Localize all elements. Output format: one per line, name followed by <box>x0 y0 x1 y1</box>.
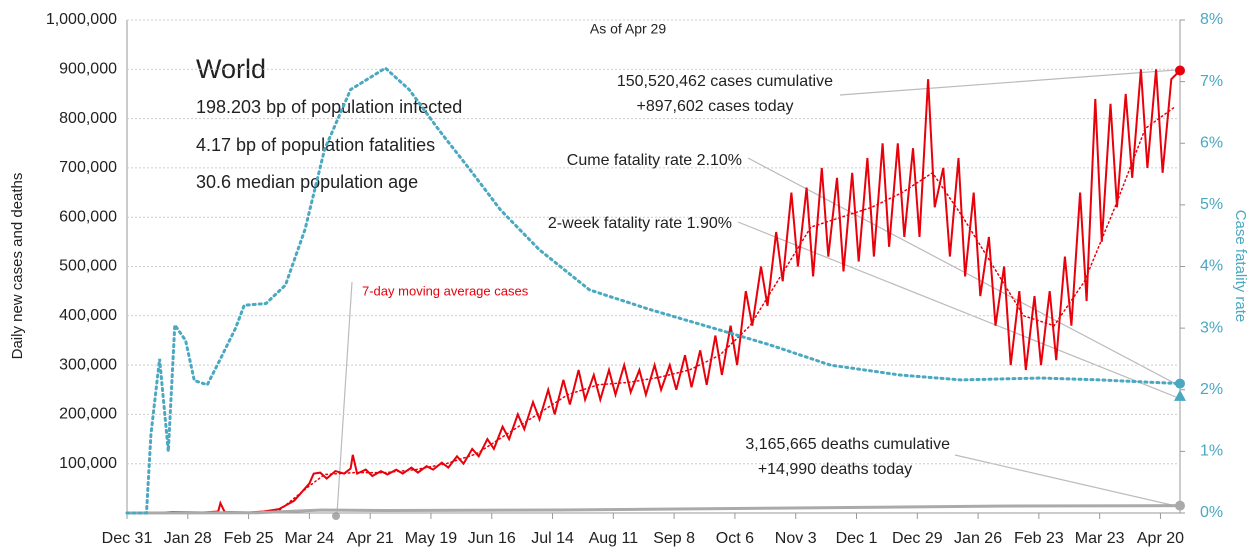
annotation: 2-week fatality rate 1.90% <box>548 215 732 232</box>
x-tick-label: Jan 26 <box>954 530 1002 547</box>
series-line <box>125 66 1182 515</box>
leader-line <box>336 281 353 515</box>
annotation: 150,520,462 cases cumulative <box>617 73 833 90</box>
x-tick-label: Feb 25 <box>224 530 274 547</box>
leader-line <box>737 221 1177 398</box>
y2-tick-label: 2% <box>1200 381 1223 398</box>
x-tick-label: Dec 1 <box>836 530 878 547</box>
annotation: 7-day moving average cases <box>362 283 529 298</box>
subtitle: As of Apr 29 <box>590 21 666 37</box>
series-line <box>125 504 1182 515</box>
x-tick-label: Mar 24 <box>284 530 334 547</box>
y-tick-label: 600,000 <box>59 208 117 225</box>
annotation: 3,165,665 deaths cumulative <box>745 436 950 453</box>
annotation: +897,602 cases today <box>636 98 793 115</box>
y-axis-label: Daily new cases and deaths <box>9 173 26 360</box>
y-tick-label: 100,000 <box>59 455 117 472</box>
stat: 4.17 bp of population fatalities <box>196 135 435 155</box>
y2-tick-label: 1% <box>1200 443 1223 460</box>
x-tick-label: Apr 20 <box>1137 530 1184 547</box>
x-tick-label: Jun 16 <box>468 530 516 547</box>
leader-line <box>839 69 1177 96</box>
y2-tick-label: 4% <box>1200 258 1223 275</box>
end-marker <box>1175 378 1185 389</box>
x-tick-label: Jan 28 <box>164 530 212 547</box>
y-tick-label: 300,000 <box>59 356 117 373</box>
y-tick-label: 200,000 <box>59 406 117 423</box>
series-line <box>126 105 1177 514</box>
x-tick-label: Dec 31 <box>102 530 153 547</box>
stat: 198.203 bp of population infected <box>196 97 462 117</box>
x-tick-label: Aug 11 <box>589 530 639 547</box>
y-tick-label: 700,000 <box>59 159 117 176</box>
x-tick-label: Oct 6 <box>716 530 754 547</box>
annotation: +14,990 deaths today <box>758 461 912 478</box>
y-tick-label: 800,000 <box>59 110 117 127</box>
end-marker <box>1175 65 1185 76</box>
fatality-rate-marker <box>1174 389 1186 401</box>
x-tick-label: Dec 29 <box>892 530 943 547</box>
x-tick-label: Jul 14 <box>531 530 574 547</box>
x-tick-label: Mar 23 <box>1075 530 1125 547</box>
x-tick-label: Apr 21 <box>347 530 394 547</box>
y2-axis-label: Case fatality rate <box>1232 210 1249 323</box>
leader-line <box>954 454 1177 507</box>
y2-tick-label: 3% <box>1200 319 1223 336</box>
y2-tick-label: 5% <box>1200 196 1223 213</box>
annotation: Cume fatality rate 2.10% <box>567 152 742 169</box>
x-tick-label: May 19 <box>405 530 458 547</box>
x-tick-label: Sep 8 <box>653 530 695 547</box>
x-tick-label: Nov 3 <box>775 530 817 547</box>
x-tick-label: Feb 23 <box>1014 530 1064 547</box>
y-tick-label: 1,000,000 <box>46 11 117 28</box>
series-line <box>126 69 1181 514</box>
stat: 30.6 median population age <box>196 172 418 192</box>
annotation-dot <box>332 512 340 520</box>
y-tick-label: 400,000 <box>59 307 117 324</box>
end-marker <box>1175 500 1185 511</box>
y2-tick-label: 0% <box>1200 504 1223 521</box>
y-tick-label: 500,000 <box>59 258 117 275</box>
y2-tick-label: 8% <box>1200 11 1223 28</box>
y2-tick-label: 6% <box>1200 134 1223 151</box>
y2-tick-label: 7% <box>1200 73 1223 90</box>
y-tick-label: 900,000 <box>59 61 117 78</box>
